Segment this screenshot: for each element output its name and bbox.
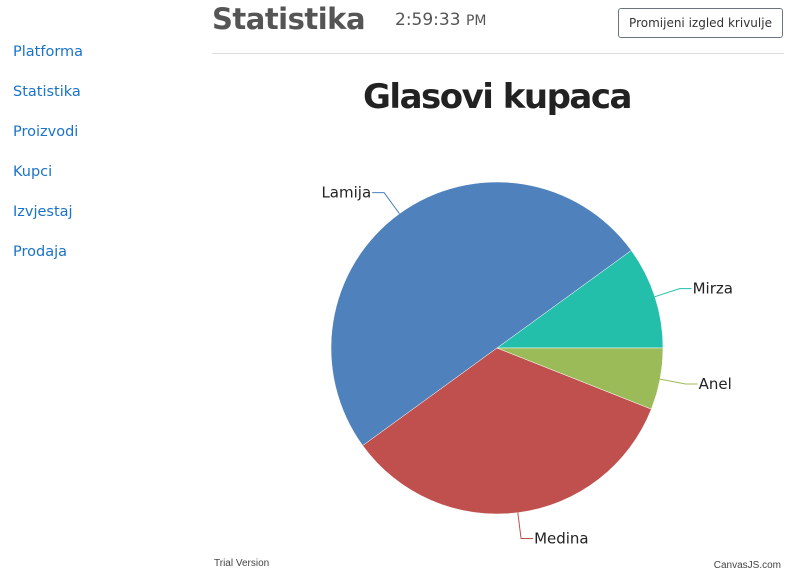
connector-anel — [659, 378, 698, 385]
clock: 2:59:33 PM — [395, 10, 486, 30]
slice-label-anel: Anel — [699, 375, 732, 393]
sidebar-item-prodaja[interactable]: Prodaja — [13, 244, 68, 260]
sidebar-item-kupci[interactable]: Kupci — [13, 164, 53, 180]
header-divider — [212, 53, 784, 54]
sidebar-item-proizvodi[interactable]: Proizvodi — [13, 124, 79, 140]
clock-ampm: PM — [465, 13, 487, 29]
slice-label-mirza: Mirza — [693, 280, 733, 298]
connector-medina — [517, 512, 534, 539]
slice-labels: Mirza Lamija Medina Anel — [321, 184, 732, 548]
pie-slice-lamija — [330, 181, 632, 446]
pie-chart: Glasovi kupaca Mirza Lamija Medina Anel Tri… — [214, 77, 781, 571]
canvasjs-credit: CanvasJS.com — [714, 560, 781, 571]
sidebar-item-platforma[interactable]: Platforma — [13, 44, 84, 60]
pie-slices — [330, 181, 664, 515]
chart-title: Glasovi kupaca — [363, 77, 631, 117]
trial-version-watermark: Trial Version — [214, 558, 269, 569]
sidebar-item-izvjestaj[interactable]: Izvjestaj — [13, 204, 73, 220]
connector-mirza — [654, 288, 692, 298]
slice-label-lamija: Lamija — [321, 184, 371, 202]
connector-lamija — [372, 192, 400, 214]
page-title: Statistika — [212, 2, 366, 36]
slice-label-medina: Medina — [534, 529, 589, 547]
clock-time: 2:59:33 — [395, 10, 461, 30]
label-connectors — [372, 192, 698, 539]
pie-slice-mirza — [496, 250, 664, 349]
change-chart-style-button[interactable]: Promijeni izgled krivulje — [618, 8, 783, 38]
sidebar-item-statistika[interactable]: Statistika — [13, 84, 81, 100]
